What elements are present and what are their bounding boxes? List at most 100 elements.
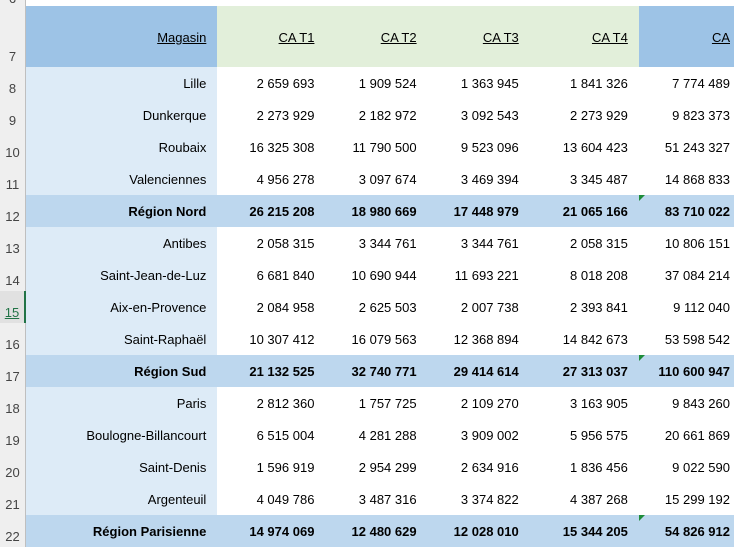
value-cell-ca[interactable]: 9 843 260 bbox=[638, 387, 741, 419]
row-header-10[interactable]: 10 bbox=[0, 131, 26, 163]
row-header-8[interactable]: 8 bbox=[0, 67, 26, 99]
value-cell-ca[interactable]: 7 774 489 bbox=[638, 67, 741, 99]
value-cell-ca[interactable]: 9 823 373 bbox=[638, 99, 741, 131]
value-cell-ca[interactable]: 10 806 151 bbox=[638, 227, 741, 259]
value-cell-t1[interactable]: 2 812 360 bbox=[217, 387, 326, 419]
value-cell-t1[interactable]: 1 596 919 bbox=[217, 451, 326, 483]
value-cell-t3[interactable]: 2 634 916 bbox=[427, 451, 530, 483]
value-cell-ca[interactable]: 110 600 947 bbox=[638, 355, 741, 387]
value-cell-t1[interactable]: 26 215 208 bbox=[217, 195, 326, 227]
value-cell-t4[interactable]: 3 163 905 bbox=[529, 387, 639, 419]
value-cell-t4[interactable]: 21 065 166 bbox=[529, 195, 639, 227]
value-cell-t1[interactable]: 16 325 308 bbox=[217, 131, 326, 163]
value-cell-ca[interactable]: 83 710 022 bbox=[638, 195, 741, 227]
store-name-cell[interactable]: Roubaix bbox=[26, 131, 218, 163]
value-cell-t2[interactable]: 1 757 725 bbox=[325, 387, 428, 419]
value-cell-t4[interactable]: 15 344 205 bbox=[529, 515, 639, 547]
value-cell-t2[interactable]: 4 281 288 bbox=[325, 419, 428, 451]
value-cell-t2[interactable]: 2 182 972 bbox=[325, 99, 428, 131]
value-cell-ca[interactable]: 9 112 040 bbox=[638, 291, 741, 323]
value-cell-t3[interactable]: 3 909 002 bbox=[427, 419, 530, 451]
value-cell-t1[interactable]: 14 974 069 bbox=[217, 515, 326, 547]
value-cell-t1[interactable]: 21 132 525 bbox=[217, 355, 326, 387]
value-cell-t4[interactable]: 3 345 487 bbox=[529, 163, 639, 195]
row-header-6[interactable]: 6 bbox=[0, 0, 26, 6]
value-cell-t3[interactable]: 3 374 822 bbox=[427, 483, 530, 515]
store-name-cell[interactable]: Dunkerque bbox=[26, 99, 218, 131]
value-cell-t1[interactable]: 6 681 840 bbox=[217, 259, 326, 291]
value-cell-t4[interactable]: 14 842 673 bbox=[529, 323, 639, 355]
region-name-cell[interactable]: Région Parisienne bbox=[26, 515, 218, 547]
region-name-cell[interactable]: Région Nord bbox=[26, 195, 218, 227]
row-header-19[interactable]: 19 bbox=[0, 419, 26, 451]
header-ca-t2[interactable]: CA T2 bbox=[325, 6, 428, 67]
value-cell-t1[interactable]: 10 307 412 bbox=[217, 323, 326, 355]
row-header-12[interactable]: 12 bbox=[0, 195, 26, 227]
value-cell-t1[interactable]: 2 058 315 bbox=[217, 227, 326, 259]
row-header-9[interactable]: 9 bbox=[0, 99, 26, 131]
store-name-cell[interactable]: Aix-en-Provence bbox=[26, 291, 218, 323]
value-cell-t3[interactable]: 1 363 945 bbox=[427, 67, 530, 99]
value-cell-t2[interactable]: 3 097 674 bbox=[325, 163, 428, 195]
value-cell-t2[interactable]: 3 344 761 bbox=[325, 227, 428, 259]
value-cell-t4[interactable]: 2 273 929 bbox=[529, 99, 639, 131]
value-cell-t2[interactable]: 2 954 299 bbox=[325, 451, 428, 483]
store-name-cell[interactable]: Saint-Jean-de-Luz bbox=[26, 259, 218, 291]
value-cell-t3[interactable]: 29 414 614 bbox=[427, 355, 530, 387]
value-cell-ca[interactable]: 14 868 833 bbox=[638, 163, 741, 195]
header-ca-t3[interactable]: CA T3 bbox=[427, 6, 530, 67]
value-cell-t2[interactable]: 18 980 669 bbox=[325, 195, 428, 227]
value-cell-t4[interactable]: 8 018 208 bbox=[529, 259, 639, 291]
store-name-cell[interactable]: Saint-Raphaël bbox=[26, 323, 218, 355]
value-cell-t3[interactable]: 9 523 096 bbox=[427, 131, 530, 163]
row-header-21[interactable]: 21 bbox=[0, 483, 26, 515]
store-name-cell[interactable]: Antibes bbox=[26, 227, 218, 259]
value-cell-t4[interactable]: 1 841 326 bbox=[529, 67, 639, 99]
value-cell-ca[interactable]: 37 084 214 bbox=[638, 259, 741, 291]
value-cell-t1[interactable]: 2 659 693 bbox=[217, 67, 326, 99]
value-cell-t2[interactable]: 11 790 500 bbox=[325, 131, 428, 163]
region-name-cell[interactable]: Région Sud bbox=[26, 355, 218, 387]
value-cell-ca[interactable]: 54 826 912 bbox=[638, 515, 741, 547]
value-cell-t1[interactable]: 4 049 786 bbox=[217, 483, 326, 515]
value-cell-t3[interactable]: 3 469 394 bbox=[427, 163, 530, 195]
value-cell-t1[interactable]: 2 273 929 bbox=[217, 99, 326, 131]
value-cell-t3[interactable]: 11 693 221 bbox=[427, 259, 530, 291]
value-cell-t3[interactable]: 3 092 543 bbox=[427, 99, 530, 131]
value-cell-t3[interactable]: 17 448 979 bbox=[427, 195, 530, 227]
store-name-cell[interactable]: Boulogne-Billancourt bbox=[26, 419, 218, 451]
value-cell-t3[interactable]: 3 344 761 bbox=[427, 227, 530, 259]
row-header-20[interactable]: 20 bbox=[0, 451, 26, 483]
store-name-cell[interactable]: Saint-Denis bbox=[26, 451, 218, 483]
value-cell-t2[interactable]: 2 625 503 bbox=[325, 291, 428, 323]
value-cell-t4[interactable]: 27 313 037 bbox=[529, 355, 639, 387]
store-name-cell[interactable]: Valenciennes bbox=[26, 163, 218, 195]
header-ca-total[interactable]: CA bbox=[638, 6, 741, 67]
row-header-16[interactable]: 16 bbox=[0, 323, 26, 355]
value-cell-ca[interactable]: 20 661 869 bbox=[638, 419, 741, 451]
row-header-15[interactable]: 15 bbox=[0, 291, 26, 323]
value-cell-t1[interactable]: 6 515 004 bbox=[217, 419, 326, 451]
value-cell-ca[interactable]: 15 299 192 bbox=[638, 483, 741, 515]
value-cell-t4[interactable]: 4 387 268 bbox=[529, 483, 639, 515]
value-cell-t1[interactable]: 4 956 278 bbox=[217, 163, 326, 195]
value-cell-t1[interactable]: 2 084 958 bbox=[217, 291, 326, 323]
store-name-cell[interactable]: Argenteuil bbox=[26, 483, 218, 515]
header-magasin[interactable]: Magasin bbox=[26, 6, 218, 67]
value-cell-t2[interactable]: 16 079 563 bbox=[325, 323, 428, 355]
row-header-14[interactable]: 14 bbox=[0, 259, 26, 291]
store-name-cell[interactable]: Paris bbox=[26, 387, 218, 419]
value-cell-ca[interactable]: 9 022 590 bbox=[638, 451, 741, 483]
value-cell-t4[interactable]: 2 393 841 bbox=[529, 291, 639, 323]
header-ca-t1[interactable]: CA T1 bbox=[217, 6, 326, 67]
value-cell-t4[interactable]: 5 956 575 bbox=[529, 419, 639, 451]
value-cell-t3[interactable]: 12 368 894 bbox=[427, 323, 530, 355]
row-header-18[interactable]: 18 bbox=[0, 387, 26, 419]
value-cell-t3[interactable]: 2 007 738 bbox=[427, 291, 530, 323]
value-cell-t2[interactable]: 3 487 316 bbox=[325, 483, 428, 515]
value-cell-t2[interactable]: 32 740 771 bbox=[325, 355, 428, 387]
value-cell-t2[interactable]: 10 690 944 bbox=[325, 259, 428, 291]
value-cell-t4[interactable]: 13 604 423 bbox=[529, 131, 639, 163]
row-header-7[interactable]: 7 bbox=[0, 6, 26, 67]
value-cell-t3[interactable]: 12 028 010 bbox=[427, 515, 530, 547]
